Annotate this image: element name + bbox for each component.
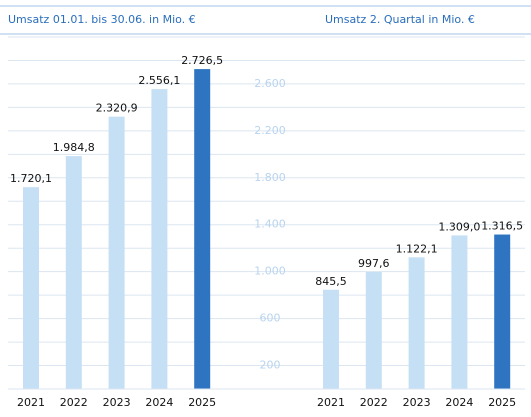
y-tick-label: 2.600 xyxy=(254,77,286,90)
y-tick-label: 2.200 xyxy=(254,124,286,137)
x-tick-label: 2025 xyxy=(488,396,516,409)
bar xyxy=(451,235,468,389)
x-tick-label: 2023 xyxy=(103,396,131,409)
x-tick-label: 2024 xyxy=(145,396,173,409)
y-tick-label: 1.000 xyxy=(254,265,286,278)
chart-title: Umsatz 01.01. bis 30.06. in Mio. € xyxy=(8,13,196,26)
bar xyxy=(408,257,425,389)
y-tick-label: 1.800 xyxy=(254,171,286,184)
bar xyxy=(494,234,511,389)
y-tick-label: 600 xyxy=(260,312,281,325)
value-label: 1.984,8 xyxy=(53,141,95,154)
chart-title: Umsatz 2. Quartal in Mio. € xyxy=(325,13,475,26)
value-label: 2.556,1 xyxy=(138,74,180,87)
x-tick-label: 2022 xyxy=(360,396,388,409)
x-tick-label: 2021 xyxy=(317,396,345,409)
bar xyxy=(151,89,168,390)
bar xyxy=(65,156,82,389)
value-label: 2.320,9 xyxy=(96,102,138,115)
value-label: 1.309,0 xyxy=(438,220,480,233)
x-tick-label: 2024 xyxy=(445,396,473,409)
bar xyxy=(108,116,125,390)
bar xyxy=(323,289,339,389)
y-tick-label: 1.400 xyxy=(254,218,286,231)
x-tick-label: 2022 xyxy=(60,396,88,409)
value-label: 845,5 xyxy=(315,275,347,288)
x-tick-label: 2025 xyxy=(188,396,216,409)
value-label: 1.122,1 xyxy=(396,242,438,255)
y-tick-label: 200 xyxy=(260,359,281,372)
value-label: 1.316,5 xyxy=(481,220,523,233)
bar xyxy=(365,271,382,389)
value-label: 997,6 xyxy=(358,257,390,270)
value-label: 1.720,1 xyxy=(10,172,52,185)
bar xyxy=(23,187,39,389)
value-label: 2.726,5 xyxy=(181,54,223,67)
x-tick-label: 2021 xyxy=(17,396,45,409)
bar xyxy=(194,69,211,389)
x-tick-label: 2023 xyxy=(403,396,431,409)
